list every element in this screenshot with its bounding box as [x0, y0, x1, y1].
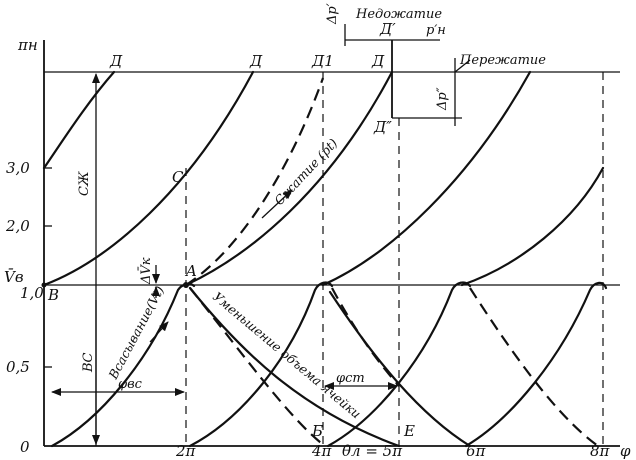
- label-d-double: Д″: [373, 118, 392, 136]
- label-cz: СЖ: [77, 171, 92, 196]
- label-a: A: [184, 262, 197, 280]
- label-phi-st: φст: [336, 371, 365, 386]
- label-nedozhatie: Недожатие: [355, 7, 442, 22]
- label-d-4: Д: [371, 52, 385, 70]
- label-delta-vk: ΔV̄к: [138, 257, 154, 285]
- label-d-prime: Д′: [379, 20, 396, 38]
- y-tick-label-3: 3,0: [6, 159, 30, 177]
- y-tick-label-vb: V̄в: [4, 268, 24, 286]
- label-d-3: Д1: [311, 52, 334, 70]
- label-c: C: [172, 168, 184, 186]
- label-szhatie: Сжатие (pt): [271, 135, 340, 208]
- suction-hump-3: [326, 281, 472, 448]
- szhatie-arrow: [261, 189, 293, 219]
- y-tick-label-05: 0,5: [6, 358, 30, 376]
- compression-curve-3: [321, 70, 532, 287]
- perezhatie-leader: [454, 59, 471, 73]
- y-axis-label: πн: [17, 36, 38, 54]
- suction-hump-2: [188, 281, 334, 448]
- origin-label: 0: [20, 438, 30, 456]
- x-tick-label-4pi: 4π: [311, 442, 333, 460]
- label-b-bottom: Б: [311, 422, 323, 440]
- label-perezhatie: Пережатие: [459, 53, 546, 68]
- compression-curve-dashed: [185, 77, 325, 286]
- x-axis-label: φ: [620, 442, 631, 460]
- label-b-left: В: [47, 286, 59, 304]
- label-d-1: Д: [109, 52, 123, 70]
- x-tick-label-5pi: θл = 5π: [342, 442, 403, 460]
- label-delta-p-double: Δp″: [435, 87, 450, 111]
- label-bc: ВС: [81, 352, 96, 373]
- x-tick-label-2pi: 2π: [175, 442, 197, 460]
- label-phi-vs: φвс: [118, 377, 143, 392]
- reduction-dashed-1: [189, 287, 326, 447]
- compression-curve-4: [460, 166, 605, 287]
- x-tick-label-6pi: 6π: [466, 442, 487, 460]
- reduction-curve-2: [328, 290, 472, 448]
- label-d-2: Д: [249, 52, 263, 70]
- x-tick-label-8pi: 8π: [590, 442, 611, 460]
- suction-hump-4: [464, 281, 608, 448]
- y-tick-label-2: 2,0: [5, 217, 30, 235]
- compression-curve-0: [42, 70, 116, 170]
- label-p-n-prime: p′н: [426, 23, 446, 38]
- label-delta-p-prime: Δp′: [325, 3, 340, 25]
- reduction-dashed-3: [469, 287, 599, 447]
- point-b-dot: [41, 282, 47, 288]
- vsasyvanie-arrow: [149, 321, 169, 343]
- compression-curve-2: [184, 70, 394, 287]
- compression-curve-1: [42, 70, 255, 287]
- label-e: E: [403, 422, 415, 440]
- y-tick-label-1: 1,0: [20, 284, 44, 302]
- point-a-dot: [183, 282, 189, 288]
